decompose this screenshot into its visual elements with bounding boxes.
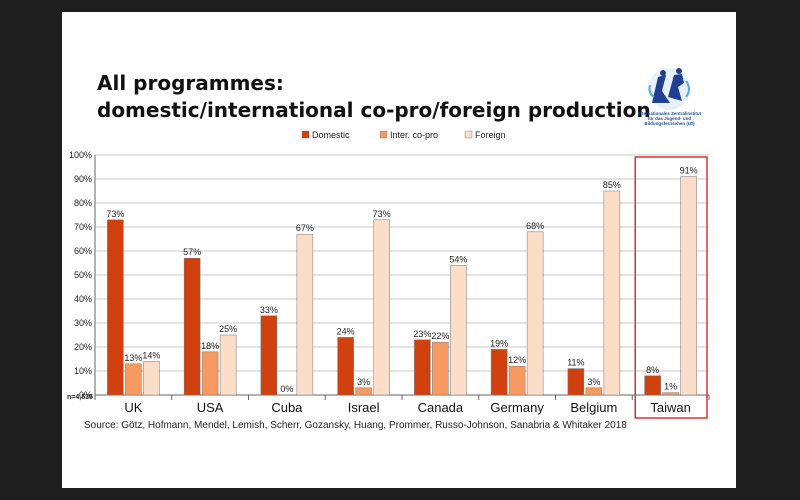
category-label: Canada bbox=[418, 400, 464, 415]
bar-inter-co-pro-usa bbox=[201, 351, 219, 396]
bar-foreign-taiwan bbox=[680, 176, 697, 396]
title-line-2: domestic/international co-pro/foreign pr… bbox=[97, 98, 651, 122]
data-label: 68% bbox=[526, 221, 544, 231]
y-tick-label: 70% bbox=[74, 222, 92, 232]
data-label: 3% bbox=[357, 377, 370, 387]
data-label: 54% bbox=[449, 254, 467, 264]
data-label: 73% bbox=[373, 209, 391, 219]
bar-domestic-cuba bbox=[260, 315, 278, 396]
bar-domestic-usa bbox=[183, 257, 201, 396]
category-label: Taiwan bbox=[650, 400, 690, 415]
category-label: UK bbox=[124, 400, 142, 415]
sample-size-label: n=4,535 bbox=[67, 394, 93, 401]
data-label: 8% bbox=[646, 365, 659, 375]
data-label: 22% bbox=[431, 331, 449, 341]
source-text: Source: Götz, Hofmann, Mendel, Lemish, S… bbox=[84, 420, 627, 431]
bar-foreign-belgium bbox=[603, 190, 621, 396]
data-label: 12% bbox=[508, 355, 526, 365]
data-label: 57% bbox=[183, 247, 201, 257]
category-label: Belgium bbox=[570, 400, 617, 415]
data-label: 67% bbox=[296, 223, 314, 233]
bar-foreign-usa bbox=[219, 334, 237, 396]
y-tick-label: 0% bbox=[79, 390, 92, 400]
y-tick-label: 10% bbox=[74, 366, 92, 376]
category-label: Germany bbox=[490, 400, 544, 415]
bar-domestic-canada bbox=[414, 339, 431, 396]
bar-inter-co-pro-belgium bbox=[585, 387, 603, 396]
legend-swatch bbox=[301, 130, 310, 139]
logo-figures-icon bbox=[648, 68, 690, 110]
data-label: 14% bbox=[142, 350, 160, 360]
legend-swatch bbox=[464, 130, 473, 139]
data-label: 24% bbox=[337, 326, 355, 336]
data-label: 1% bbox=[664, 382, 677, 392]
data-label: 91% bbox=[680, 166, 698, 176]
y-tick-label: 30% bbox=[74, 318, 92, 328]
izi-logo: Internationales Zentralinstitut für das … bbox=[622, 67, 717, 137]
legend-label: Inter. co-pro bbox=[390, 130, 438, 140]
y-tick-label: 90% bbox=[74, 174, 92, 184]
bar-chart: 0%10%20%30%40%50%60%70%80%90%100%73%13% 1… bbox=[67, 130, 710, 431]
data-label: 3% bbox=[587, 377, 600, 387]
data-label: 25% bbox=[219, 324, 237, 334]
bar-foreign-cuba bbox=[296, 233, 314, 396]
logo-text-line: für das Jugend- und bbox=[647, 116, 692, 121]
bar-inter-co-pro-israel bbox=[355, 387, 372, 396]
logo-text-line: Internationales Zentralinstitut bbox=[637, 111, 702, 116]
data-label: 23% bbox=[413, 329, 431, 339]
data-label: 18% bbox=[201, 341, 219, 351]
title-line-1: All programmes: bbox=[97, 71, 284, 95]
y-tick-label: 50% bbox=[74, 270, 92, 280]
highlight-box bbox=[634, 156, 708, 419]
y-tick-label: 80% bbox=[74, 198, 92, 208]
bar-foreign-uk bbox=[143, 361, 160, 396]
bar-domestic-germany bbox=[490, 349, 508, 396]
bar-domestic-uk bbox=[107, 219, 124, 396]
bar-domestic-israel bbox=[337, 337, 354, 396]
legend-swatch bbox=[379, 130, 388, 139]
bar-domestic-belgium bbox=[567, 368, 585, 396]
bar-foreign-canada bbox=[450, 265, 467, 396]
y-tick-label: 40% bbox=[74, 294, 92, 304]
category-label: Cuba bbox=[271, 400, 303, 415]
data-label: 33% bbox=[260, 305, 278, 315]
logo-text-line: Bildungsfernsehen (IZI) bbox=[644, 121, 695, 126]
slide-title: All programmes: domestic/international c… bbox=[97, 70, 651, 124]
data-label: 11% bbox=[567, 358, 584, 368]
bar-foreign-germany bbox=[526, 231, 544, 396]
data-label: 85% bbox=[603, 180, 621, 190]
data-label: 0% bbox=[280, 384, 293, 394]
slide: All programmes: domestic/international c… bbox=[62, 12, 736, 488]
y-tick-label: 60% bbox=[74, 246, 92, 256]
logo-text: Internationales Zentralinstitut für das … bbox=[622, 111, 717, 126]
y-tick-label: 20% bbox=[74, 342, 92, 352]
y-tick-label: 100% bbox=[69, 150, 92, 160]
bar-foreign-israel bbox=[373, 219, 390, 396]
legend-label: Foreign bbox=[475, 130, 506, 140]
legend-label: Domestic bbox=[312, 130, 350, 140]
category-label: USA bbox=[197, 400, 224, 415]
data-label: 19% bbox=[490, 338, 508, 348]
bar-inter-co-pro-uk bbox=[125, 363, 142, 396]
data-label: 13% bbox=[124, 353, 142, 363]
bar-domestic-taiwan bbox=[644, 375, 661, 396]
bar-inter-co-pro-taiwan bbox=[662, 392, 679, 396]
category-label: Israel bbox=[348, 400, 380, 415]
data-label: 73% bbox=[106, 209, 124, 219]
bar-inter-co-pro-germany bbox=[508, 365, 526, 396]
bar-inter-co-pro-canada bbox=[432, 341, 449, 396]
